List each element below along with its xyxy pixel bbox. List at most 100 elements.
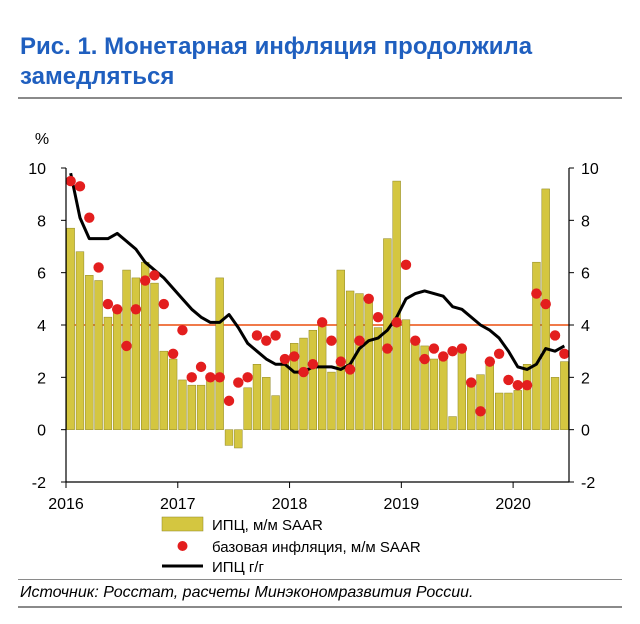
data-point <box>251 330 263 341</box>
x-tick-label: 2018 <box>272 496 308 513</box>
data-point <box>559 348 570 359</box>
legend-label: базовая инфляция, м/м SAAR <box>212 539 421 556</box>
data-point <box>139 275 151 286</box>
data-point <box>270 330 281 341</box>
series-line <box>69 172 566 374</box>
bar <box>448 416 457 430</box>
data-point <box>419 353 430 365</box>
bar <box>252 364 262 430</box>
legend-label: ИПЦ, м/м SAAR <box>212 517 323 534</box>
bar <box>131 277 141 430</box>
legend-label: ИПЦ г/г <box>212 559 264 576</box>
data-point <box>186 372 197 383</box>
y-tick-label: 0 <box>37 423 46 440</box>
bar <box>504 392 513 430</box>
y-tick-label-right: 6 <box>581 266 590 283</box>
bar <box>485 364 494 430</box>
data-point <box>391 317 402 328</box>
bar <box>159 350 168 430</box>
bar <box>522 364 532 430</box>
data-point <box>74 181 86 192</box>
data-point <box>438 351 449 362</box>
bar <box>290 343 299 430</box>
data-point <box>242 372 253 383</box>
data-point <box>195 361 207 373</box>
data-point <box>465 377 477 388</box>
bar <box>206 374 215 430</box>
source-note: Источник: Росстат, расчеты Минэкономразв… <box>20 584 474 601</box>
y-tick-label: 6 <box>37 266 46 283</box>
bar <box>262 377 271 430</box>
data-point <box>531 288 542 299</box>
data-point <box>335 356 346 367</box>
bar <box>196 384 206 430</box>
data-point <box>354 335 365 346</box>
data-point <box>298 366 309 378</box>
y-tick-label-right: 8 <box>581 213 590 230</box>
data-point <box>344 364 356 375</box>
bar <box>439 353 448 430</box>
bar <box>411 343 420 430</box>
page-title: Рис. 1. Монетарная инфляция продолжила з… <box>20 33 533 90</box>
y-tick-label-right: 2 <box>581 370 590 387</box>
x-tick-label: 2016 <box>48 496 84 513</box>
bar <box>392 180 401 430</box>
bar <box>299 337 308 430</box>
y-tick-label-right: 4 <box>581 318 590 335</box>
data-point <box>382 343 393 354</box>
legend-swatch-dots <box>177 541 188 551</box>
bar <box>429 358 439 430</box>
bar <box>75 251 85 430</box>
y-tick-label: -2 <box>32 475 46 492</box>
data-point <box>493 348 505 359</box>
data-point <box>484 356 496 367</box>
data-point <box>167 348 179 359</box>
data-point <box>428 343 440 354</box>
data-point <box>363 293 374 305</box>
x-tick-label: 2017 <box>160 496 196 513</box>
bar <box>373 327 383 430</box>
data-point <box>214 372 225 383</box>
data-point <box>233 377 244 388</box>
x-tick-label: 2020 <box>495 496 531 513</box>
y-tick-label: 8 <box>37 213 46 230</box>
y-tick-label: 4 <box>37 318 46 335</box>
data-point <box>102 298 114 310</box>
data-point <box>521 379 533 391</box>
bar <box>141 261 150 430</box>
bar <box>550 377 560 430</box>
data-point <box>326 335 337 346</box>
data-point <box>316 317 328 328</box>
bar <box>150 282 159 430</box>
bar <box>476 374 485 430</box>
data-point <box>158 298 170 310</box>
bar <box>364 298 373 430</box>
bar <box>513 390 522 430</box>
data-point <box>177 325 188 336</box>
title-divider <box>18 97 622 99</box>
data-point <box>475 406 486 417</box>
data-point <box>261 335 272 346</box>
y-tick-label-right: 0 <box>581 423 590 440</box>
bar <box>215 277 224 430</box>
bar <box>318 324 327 430</box>
data-point <box>223 395 235 407</box>
bar <box>541 188 550 430</box>
bar <box>271 395 280 430</box>
data-point <box>130 304 142 315</box>
y-tick-label-right: 10 <box>581 161 599 178</box>
y-tick-label: 10 <box>28 161 46 178</box>
data-point <box>84 212 95 223</box>
y-tick-label: 2 <box>37 370 46 387</box>
legend-swatch-bars <box>161 516 204 532</box>
data-point <box>112 304 123 315</box>
data-point <box>121 340 132 352</box>
bar <box>234 429 243 449</box>
data-point <box>289 351 300 362</box>
bar <box>532 261 541 430</box>
bar <box>168 358 178 430</box>
bar <box>66 227 75 430</box>
data-point <box>279 353 291 365</box>
data-point <box>307 359 319 370</box>
